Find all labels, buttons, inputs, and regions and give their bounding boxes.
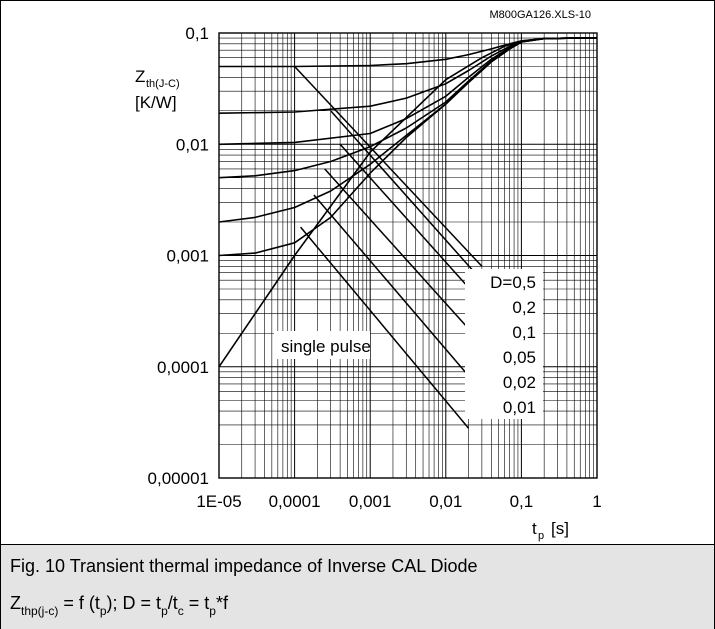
- series-line: [218, 37, 597, 223]
- y-tick-label: 0,001: [166, 247, 209, 266]
- duty-label-0.2: 0,2: [512, 298, 536, 317]
- y-axis-label-subscript: th(J-C): [146, 78, 180, 90]
- x-tick-label: 0,0001: [269, 492, 321, 511]
- series-layer: [218, 37, 597, 368]
- formula-part-2: ); D = t: [106, 593, 162, 613]
- x-tick-label: 0,01: [429, 492, 462, 511]
- x-tick-label: 1E-05: [196, 492, 241, 511]
- x-tick-label: 0,1: [510, 492, 534, 511]
- y-axis-label-symbol: Z: [135, 67, 145, 86]
- formula-z-subscript: thp(j-c): [21, 604, 59, 618]
- y-tick-label: 0,01: [176, 135, 209, 154]
- duty-label-background: [465, 269, 543, 419]
- duty-label-0.5: D=0,5: [490, 273, 536, 292]
- formula-z: Z: [10, 593, 21, 613]
- tick-labels: 0,1 0,01 0,001 0,0001 0,00001 1E-05 0,0001 0,00…: [148, 24, 602, 511]
- duty-label-0.1: 0,1: [512, 323, 536, 342]
- formula-c-subscript: c: [177, 604, 184, 618]
- formula-p-subscript-1: p: [99, 604, 107, 618]
- x-axis-label-unit: [s]: [551, 519, 569, 538]
- x-tick-label: 0,001: [349, 492, 392, 511]
- x-tick-label: 1: [592, 492, 601, 511]
- pulse-line: [313, 194, 483, 392]
- series-line: [219, 37, 597, 68]
- thermal-impedance-chart: D=0,5 0,2 0,1 0,05 0,02 0,01 single puls…: [135, 9, 602, 542]
- formula-part-4: = t: [183, 593, 210, 613]
- source-tag: M800GA126.XLS-10: [489, 9, 591, 21]
- duty-label-0.05: 0,05: [503, 348, 536, 367]
- figure-caption: Fig. 10 Transient thermal impedance of I…: [1, 544, 714, 629]
- single-pulse-label: single pulse: [281, 337, 371, 356]
- caption-title: Fig. 10 Transient thermal impedance of I…: [10, 556, 478, 576]
- y-axis-label-unit: [K/W]: [135, 93, 177, 112]
- pulse-line: [294, 65, 483, 267]
- y-tick-label: 0,00001: [148, 469, 209, 488]
- y-tick-label: 0,1: [185, 24, 209, 43]
- series-line: [218, 37, 597, 257]
- labels-layer: D=0,5 0,2 0,1 0,05 0,02 0,01 single puls…: [135, 9, 591, 542]
- duty-label-0.01: 0,01: [503, 398, 536, 417]
- x-axis-label-subscript: p: [538, 530, 544, 542]
- single-pulse-label-background: [274, 331, 370, 359]
- x-axis-label-symbol: t: [532, 519, 537, 538]
- formula-p-subscript-2: p: [161, 604, 168, 618]
- formula-p-subscript-3: p: [209, 604, 216, 618]
- y-tick-label: 0,0001: [157, 358, 209, 377]
- formula-part-3: /t: [167, 593, 178, 613]
- formula-part-5: *f: [215, 593, 228, 613]
- series-line: [218, 37, 597, 179]
- series-line: [218, 37, 597, 114]
- caption-formula: Zthp(j-c) = f (tp); D = tp/tc = tp*f: [10, 592, 228, 618]
- pulse-line: [300, 226, 470, 429]
- formula-part-1: = f (t: [58, 593, 100, 613]
- duty-label-0.02: 0,02: [503, 373, 536, 392]
